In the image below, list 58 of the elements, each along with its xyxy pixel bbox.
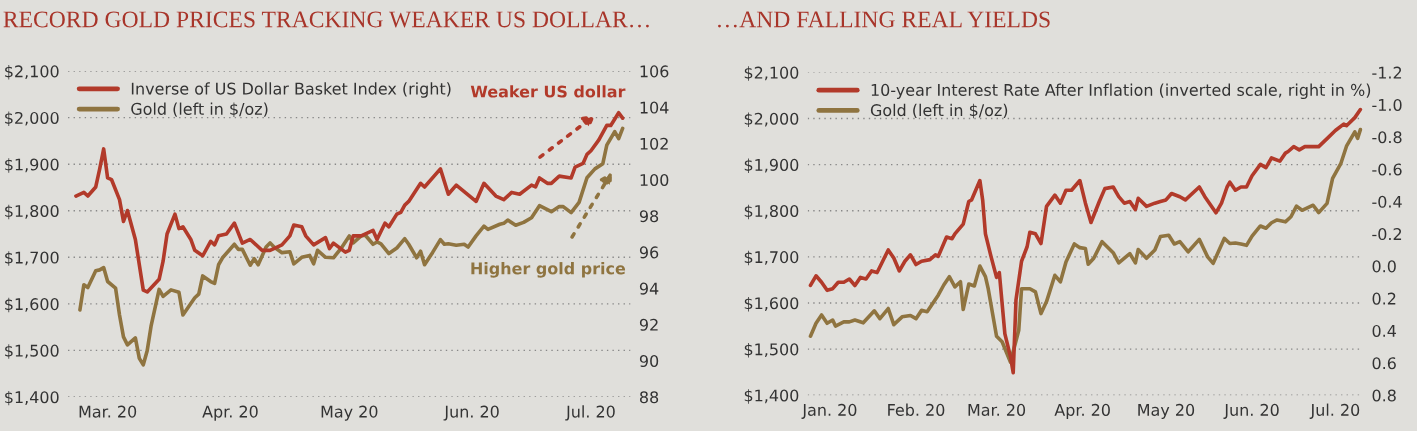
y-tick-label: $1,500 (5, 344, 59, 359)
x-tick-label: Apr. 20 (1054, 403, 1110, 420)
annotation: Higher gold price (471, 262, 626, 278)
x-tick-label: May 20 (1138, 403, 1195, 420)
y-tick-label: $1,500 (744, 343, 799, 358)
y2-tick-label: -0.8 (1372, 131, 1402, 144)
y2-tick-label: 96 (639, 246, 659, 259)
y-tick-label: $2,100 (5, 65, 59, 80)
y2-tick-label: 102 (640, 137, 668, 150)
y-tick-label: $2,100 (744, 66, 799, 81)
y2-tick-label: 106 (640, 65, 669, 78)
y-tick-label: $1,600 (5, 297, 59, 313)
y2-tick-label: -0.4 (1372, 195, 1402, 208)
y2-tick-label: 92 (639, 318, 658, 331)
x-tick-label: Jun. 20 (443, 405, 499, 421)
y-tick-label: $1,800 (5, 204, 59, 220)
legend-label: Gold (left in $/oz) (870, 103, 1008, 119)
y2-tick-label: -1.2 (1372, 66, 1402, 79)
y2-tick-label: -0.6 (1372, 163, 1402, 176)
y-tick-label: $1,900 (744, 158, 799, 174)
chart-title: RECORD GOLD PRICES TRACKING WEAKER US DOLLAR… (3, 11, 649, 28)
y-tick-label: $1,900 (5, 158, 59, 173)
y2-tick-label: 0.0 (1372, 260, 1396, 273)
legend-label: Gold (left in $/oz) (131, 102, 268, 118)
y-tick-label: $1,400 (744, 389, 799, 404)
y2-tick-label: 98 (639, 210, 659, 223)
y-tick-label: $2,000 (744, 112, 799, 127)
y2-tick-label: -1.0 (1372, 98, 1402, 111)
y-tick-label: $2,000 (5, 111, 59, 127)
y-tick-label: $1,800 (744, 204, 799, 220)
y2-tick-label: 88 (639, 391, 659, 404)
x-tick-label: Mar. 20 (79, 405, 137, 418)
x-tick-label: Mar. 20 (968, 403, 1026, 416)
y2-tick-label: 0.4 (1372, 324, 1396, 337)
y2-tick-label: 0.6 (1372, 357, 1396, 370)
x-tick-label: Apr. 20 (202, 405, 258, 421)
legend-label: 10-year Interest Rate After Inflation (inverted scale, right in %) (871, 83, 1371, 100)
x-tick-label: Feb. 20 (888, 403, 945, 416)
y-tick-label: $1,600 (744, 296, 799, 312)
x-tick-label: Jan. 20 (801, 403, 857, 419)
y-tick-label: $1,700 (744, 250, 799, 266)
y2-tick-label: 0.2 (1372, 292, 1396, 305)
x-tick-label: Jun. 20 (1223, 403, 1279, 419)
y-tick-label: $1,400 (5, 390, 59, 406)
x-tick-label: May 20 (321, 405, 378, 421)
y2-tick-label: 0.8 (1372, 389, 1396, 402)
y2-tick-label: 100 (640, 173, 669, 187)
x-tick-label: Jul. 20 (565, 405, 615, 421)
y2-tick-label: 104 (640, 101, 669, 114)
chart-title: …AND FALLING REAL YIELDS (718, 11, 1050, 28)
annotation: Weaker US dollar (470, 85, 626, 98)
x-tick-label: Jul. 20 (1309, 403, 1360, 419)
line-series (78, 126, 625, 367)
y2-tick-label: -0.2 (1372, 228, 1402, 241)
legend-label: Inverse of US Dollar Basket Index (right) (131, 82, 451, 98)
y2-tick-label: 94 (639, 282, 659, 295)
y2-tick-label: 90 (639, 354, 659, 368)
y-tick-label: $1,700 (5, 251, 59, 266)
